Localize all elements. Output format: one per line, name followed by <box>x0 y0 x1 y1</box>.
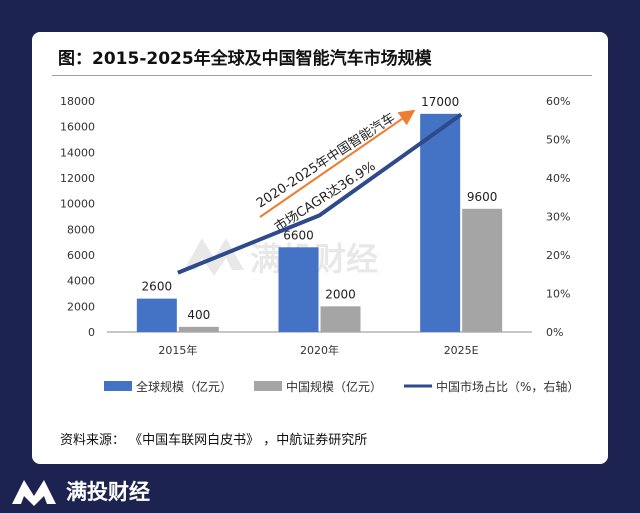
left-tick-label: 16000 <box>60 121 95 134</box>
market-size-chart: 满投财经 02000400060008000100001200014000160… <box>60 95 579 394</box>
chart-title: 图：2015-2025年全球及中国智能汽车市场规模 <box>58 49 432 69</box>
legend: 全球规模（亿元） 中国规模（亿元） 中国市场占比（%，右轴） <box>104 379 579 394</box>
global-bar <box>278 247 319 332</box>
bar-value-label: 17000 <box>421 95 459 109</box>
legend-global-label: 全球规模（亿元） <box>136 379 232 394</box>
right-tick-label: 30% <box>546 211 570 224</box>
right-tick-label: 20% <box>546 249 570 262</box>
share-line-path <box>177 112 463 275</box>
chart-card: 图：2015-2025年全球及中国智能汽车市场规模 满投财经 020004000… <box>32 32 608 464</box>
global-bar <box>420 113 461 332</box>
bar-value-label: 9600 <box>467 190 498 204</box>
double-mountain-logo-icon <box>12 480 56 506</box>
right-tick-label: 0% <box>546 326 563 339</box>
category-label: 2020年 <box>300 343 339 357</box>
left-tick-label: 18000 <box>60 95 95 108</box>
china-bar <box>178 326 219 332</box>
annotation-arrow-orange <box>259 109 416 218</box>
left-tick-label: 14000 <box>60 146 95 159</box>
brand-name: 满投财经 <box>66 480 150 504</box>
source-note: 资料来源： 《中国车联网白皮书》 ，中航证券研究所 <box>60 433 368 448</box>
global-bar <box>136 298 177 332</box>
axes: 0 2000 4000 6000 8000 10000 12000 14000 16000 180… <box>60 95 570 357</box>
left-tick-label: 4000 <box>67 275 95 288</box>
bars <box>136 113 503 332</box>
cagr-annotation: 2020-2025年中国智能汽车 市场CAGR达36.9% <box>253 109 416 235</box>
data-labels: 2600 6600 17000 400 2000 9600 <box>142 95 498 322</box>
left-tick-label: 0 <box>88 326 95 339</box>
bar-value-label: 400 <box>187 308 210 322</box>
legend-china-swatch <box>254 381 282 391</box>
legend-share-label: 中国市场占比（%，右轴） <box>436 379 579 394</box>
bar-value-label: 2600 <box>142 280 173 294</box>
brand-footer: 满投财经 <box>10 474 150 508</box>
legend-china-label: 中国规模（亿元） <box>286 379 382 394</box>
category-label: 2015年 <box>158 343 197 357</box>
left-tick-label: 12000 <box>60 172 95 185</box>
title-divider <box>52 75 592 76</box>
bar-value-label: 6600 <box>283 228 314 242</box>
share-line <box>177 112 463 275</box>
left-tick-label: 10000 <box>60 198 95 211</box>
left-tick-label: 6000 <box>67 249 95 262</box>
bar-value-label: 2000 <box>325 287 356 301</box>
right-tick-label: 40% <box>546 172 570 185</box>
china-bar <box>462 208 503 332</box>
right-tick-label: 60% <box>546 95 570 108</box>
left-tick-label: 2000 <box>67 300 95 313</box>
right-tick-label: 10% <box>546 288 570 301</box>
watermark-logo-icon <box>184 238 244 276</box>
legend-global-swatch <box>104 381 132 391</box>
right-tick-label: 50% <box>546 134 570 147</box>
category-label: 2025E <box>444 344 479 357</box>
china-bar <box>320 306 361 332</box>
left-tick-label: 8000 <box>67 223 95 236</box>
